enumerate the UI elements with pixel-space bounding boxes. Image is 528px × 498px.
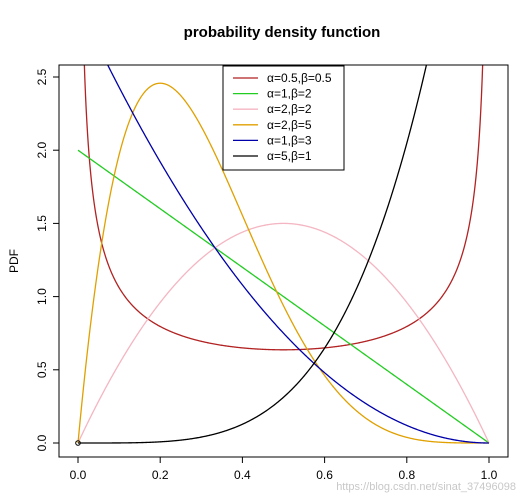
legend-label-6: α=5,β=1 [267,149,312,163]
y-tick-label: 2.5 [35,68,49,85]
legend-label-3: α=2,β=2 [267,102,312,116]
legend-label-1: α=0.5,β=0.5 [267,71,332,85]
y-tick-label: 0.0 [35,434,49,451]
x-tick-label: 1.0 [481,468,498,482]
y-tick-label: 1.0 [35,288,49,305]
legend-label-5: α=1,β=3 [267,133,312,147]
x-tick-label: 0.8 [398,468,415,482]
y-tick-label: 2.0 [35,142,49,159]
x-axis: 0.0 0.2 0.4 0.6 0.8 1.0 [70,457,498,482]
y-axis-label: PDF [7,249,21,273]
x-tick-label: 0.4 [234,468,251,482]
series-line-2 [78,150,489,443]
watermark-text: https://blog.csdn.net/sinat_37496098 [336,481,516,493]
legend-label-2: α=1,β=2 [267,87,312,101]
y-tick-label: 0.5 [35,361,49,378]
legend: α=0.5,β=0.5 α=1,β=2α=2,β=2 α=2,β=5α=1,β=3 α… [223,66,344,170]
x-tick-label: 0.0 [70,468,87,482]
legend-label-4: α=2,β=5 [267,118,312,132]
x-tick-label: 0.6 [316,468,333,482]
y-axis: 0.0 0.5 1.0 1.5 2.0 2.5 [35,68,59,451]
y-tick-label: 1.5 [35,215,49,232]
x-tick-label: 0.2 [152,468,169,482]
chart-title: probability density function [184,24,381,41]
